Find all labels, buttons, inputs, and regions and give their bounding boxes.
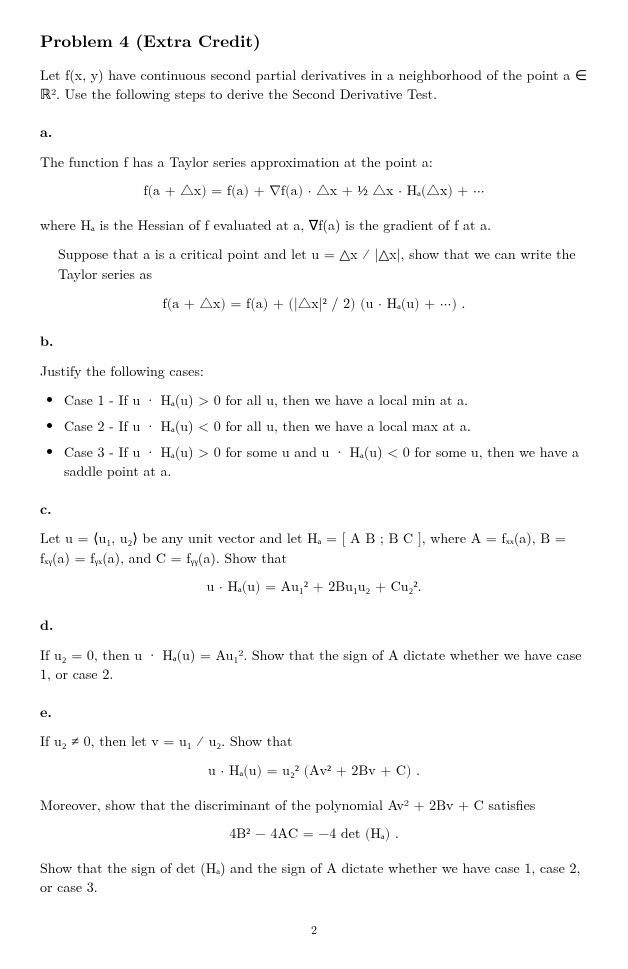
e-equation-2: 4B² − 4AC = −4 det (Hₐ) . [40, 825, 588, 845]
b-case-1: Case 1 - If u · Hₐ(u) > 0 for all u, the… [64, 391, 588, 411]
b-case-3: Case 3 - If u · Hₐ(u) > 0 for some u and… [64, 443, 588, 482]
b-case-2: Case 2 - If u · Hₐ(u) < 0 for all u, the… [64, 417, 588, 437]
e-equation-1: u · Hₐ(u) = u₂² (Av² + 2Bv + C) . [40, 762, 588, 782]
e-text-1: If u₂ ≠ 0, then let v = u₁ ⁄ u₂. Show th… [40, 732, 588, 752]
section-a-label: a. [40, 123, 588, 143]
problem-title: Problem 4 (Extra Credit) [40, 30, 588, 54]
c-text-1: Let u = ⟨u₁, u₂⟩ be any unit vector and … [40, 529, 588, 568]
section-e-label: e. [40, 703, 588, 723]
section-c-label: c. [40, 500, 588, 520]
section-d-label: d. [40, 616, 588, 636]
b-case-list: Case 1 - If u · Hₐ(u) > 0 for all u, the… [64, 391, 588, 481]
e-text-3: Show that the sign of det (Hₐ) and the s… [40, 859, 588, 898]
a-text-2: where Hₐ is the Hessian of f evaluated a… [40, 216, 588, 236]
a-equation-2: f(a + △x) = f(a) + (|△x|² ⁄ 2) (u · Hₐ(u… [40, 295, 588, 315]
page-number: 2 [40, 922, 588, 939]
e-text-2: Moreover, show that the discriminant of … [40, 796, 588, 816]
a-equation-1: f(a + △x) = f(a) + ∇f(a) · △x + ½ △x · H… [40, 182, 588, 202]
c-equation: u · Hₐ(u) = Au₁² + 2Bu₁u₂ + Cu₂². [40, 578, 588, 598]
a-text-1: The function f has a Taylor series appro… [40, 153, 588, 173]
b-text-1: Justify the following cases: [40, 362, 588, 382]
a-text-3: Suppose that a is a critical point and l… [58, 245, 588, 284]
d-text-1: If u₂ = 0, then u · Hₐ(u) = Au₁². Show t… [40, 646, 588, 685]
intro-paragraph: Let f(x, y) have continuous second parti… [40, 66, 588, 105]
section-b-label: b. [40, 332, 588, 352]
